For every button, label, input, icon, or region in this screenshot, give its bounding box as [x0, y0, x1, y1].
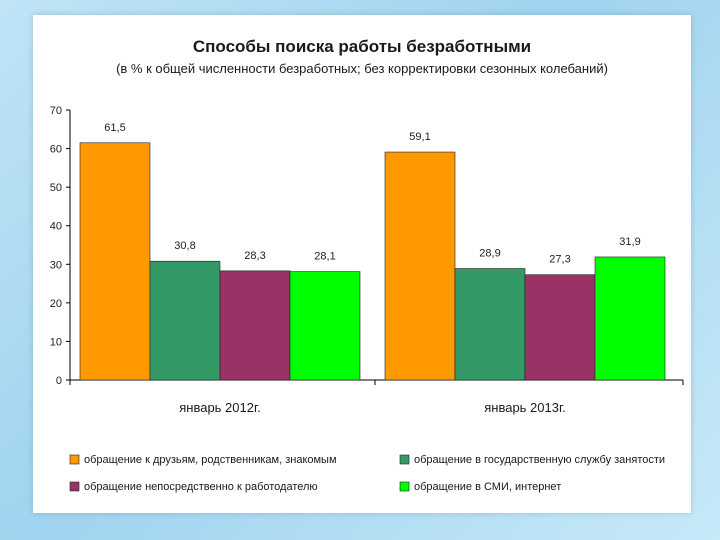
category-label: январь 2013г. — [484, 400, 566, 415]
legend-label: обращение непосредственно к работодателю — [84, 481, 318, 493]
chart-title: Способы поиска работы безработными — [192, 37, 532, 56]
data-label: 30,8 — [174, 240, 195, 252]
category-label: январь 2012г. — [179, 400, 261, 415]
y-tick-label: 10 — [50, 336, 62, 348]
bar — [79, 142, 151, 381]
legend-label: обращение в государственную службу занят… — [414, 454, 665, 466]
legend-swatch — [69, 481, 80, 492]
y-tick-label: 0 — [56, 375, 62, 387]
chart-subtitle: (в % к общей численности безработных; бе… — [116, 61, 608, 76]
legend-swatch — [69, 454, 80, 465]
bar — [149, 260, 221, 381]
data-label: 28,3 — [244, 250, 265, 262]
data-label: 59,1 — [409, 131, 430, 143]
data-label: 31,9 — [619, 236, 640, 248]
legend-swatch — [399, 481, 410, 492]
data-label: 28,1 — [314, 251, 335, 263]
y-tick-label: 60 — [50, 144, 62, 156]
legend-label: обращение к друзьям, родственникам, знак… — [84, 454, 337, 466]
y-tick-label: 40 — [50, 221, 62, 233]
bar — [384, 151, 456, 381]
y-tick-label: 30 — [50, 259, 62, 271]
data-label: 28,9 — [479, 248, 500, 260]
data-label: 27,3 — [549, 254, 570, 266]
data-label: 61,5 — [104, 122, 125, 134]
bar — [289, 271, 361, 381]
bar — [454, 268, 526, 381]
y-tick-label: 50 — [50, 182, 62, 194]
y-tick-label: 20 — [50, 298, 62, 310]
bar — [219, 270, 291, 381]
bar — [524, 274, 596, 381]
legend-swatch — [399, 454, 410, 465]
legend-label: обращение в СМИ, интернет — [414, 481, 561, 493]
y-tick-label: 70 — [50, 105, 62, 117]
bar — [594, 256, 666, 381]
